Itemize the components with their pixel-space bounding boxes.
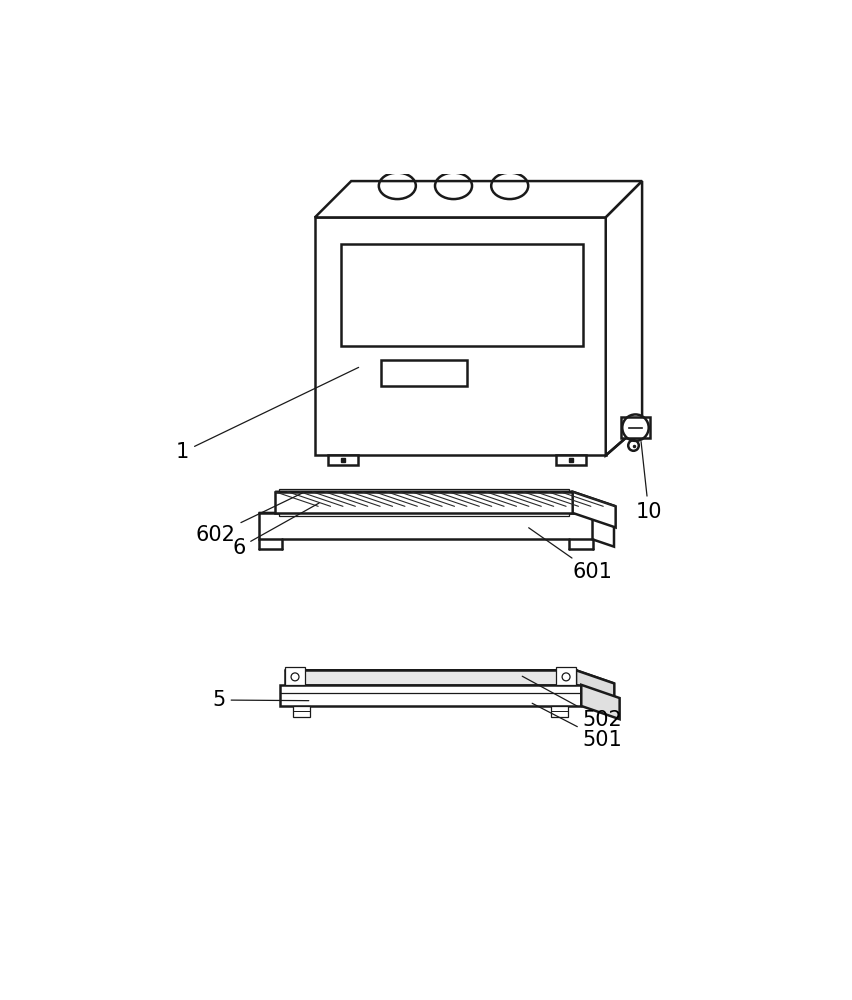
Text: 602: 602 [196, 493, 302, 545]
Polygon shape [328, 455, 358, 465]
Polygon shape [285, 667, 305, 685]
Polygon shape [285, 670, 613, 683]
Text: 501: 501 [532, 703, 622, 750]
Bar [341, 244, 582, 346]
Polygon shape [285, 670, 575, 685]
Polygon shape [580, 685, 619, 719]
Text: 5: 5 [212, 690, 308, 710]
Polygon shape [279, 685, 580, 706]
Polygon shape [605, 181, 642, 455]
Polygon shape [258, 513, 613, 520]
Text: 601: 601 [528, 528, 612, 582]
Bar [381, 360, 466, 386]
Polygon shape [592, 513, 613, 547]
Polygon shape [293, 706, 310, 717]
Polygon shape [575, 670, 613, 698]
Polygon shape [314, 217, 605, 455]
Polygon shape [556, 455, 585, 465]
Text: 1: 1 [176, 367, 358, 462]
Text: 10: 10 [635, 442, 661, 522]
Polygon shape [572, 492, 615, 527]
Polygon shape [275, 492, 615, 506]
Polygon shape [278, 489, 569, 516]
Polygon shape [556, 667, 575, 685]
Bar [620, 417, 649, 438]
Polygon shape [314, 181, 642, 217]
Polygon shape [258, 513, 592, 539]
Polygon shape [275, 492, 572, 513]
Polygon shape [550, 706, 567, 717]
Text: 6: 6 [232, 503, 319, 558]
Text: 502: 502 [521, 676, 622, 730]
